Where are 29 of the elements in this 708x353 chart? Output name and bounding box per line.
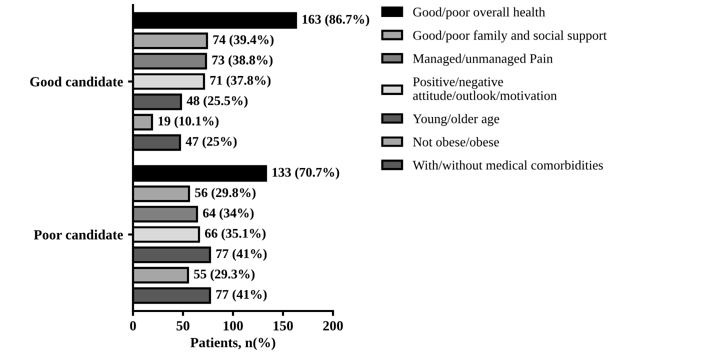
legend-label: Good/poor family and social support: [413, 30, 607, 43]
data-label: 74 (39.4%): [213, 34, 274, 47]
legend-label: Positive/negative attitude/outlook/motivation: [413, 77, 557, 100]
legend-label: Managed/unmanaged Pain: [413, 54, 553, 66]
data-label: 47 (25%): [186, 136, 237, 149]
x-tick-label: 200: [323, 321, 343, 330]
legend-label: Young/older age: [412, 114, 500, 126]
data-label: 77 (41%): [216, 290, 267, 302]
legend-label: Not obese/obese: [413, 137, 500, 146]
x-tick-label: 100: [224, 321, 243, 330]
x-tick-label: 0: [130, 321, 136, 330]
data-label: 19 (10.1%): [158, 116, 219, 128]
data-label: 64 (34%): [203, 208, 254, 220]
data-label: 133 (70.7%): [272, 167, 340, 180]
x-tick-label: 150: [274, 321, 293, 330]
y-tick-label: Poor candidate: [34, 230, 123, 240]
data-label: 71 (37.8%): [210, 76, 271, 88]
data-label: 56 (29.8%): [195, 188, 256, 200]
data-label: 55 (29.3%): [194, 269, 255, 282]
legend-label: Good/poor overall health: [413, 7, 546, 20]
data-label: 73 (38.8%): [212, 55, 273, 68]
x-tick-label: 50: [176, 321, 190, 330]
legend-label: With/without medical comorbidities: [412, 160, 603, 170]
data-label: 163 (86.7%): [302, 14, 370, 26]
data-label: 66 (35.1%): [205, 228, 266, 240]
data-label: 48 (25.5%): [186, 96, 248, 108]
y-tick-label: Good candidate: [30, 76, 123, 86]
data-label: 77 (41%): [216, 248, 267, 261]
x-axis-title: Patients, n(%): [190, 337, 276, 350]
